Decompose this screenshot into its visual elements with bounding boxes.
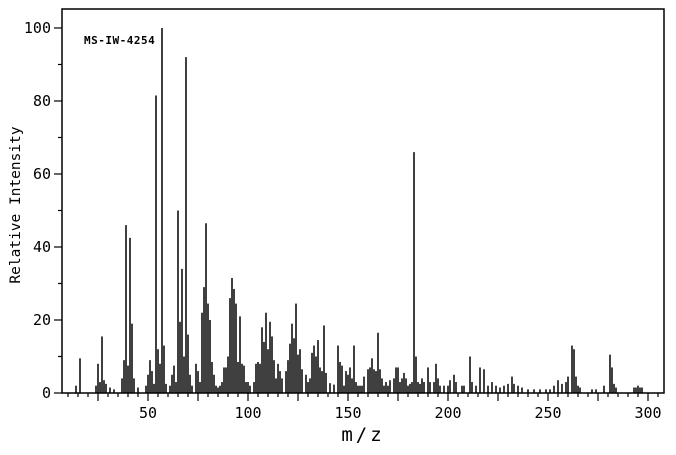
y-tick-label: 100 xyxy=(24,19,51,37)
x-tick-label: 300 xyxy=(634,404,661,422)
x-tick-label: 50 xyxy=(139,404,157,422)
plot-frame xyxy=(61,8,665,394)
x-tick-label: 150 xyxy=(334,404,361,422)
x-tick-label: 100 xyxy=(234,404,261,422)
y-tick-label: 80 xyxy=(33,92,51,110)
x-tick-label: 200 xyxy=(434,404,461,422)
x-axis-title: m/z xyxy=(341,424,385,446)
y-tick-label: 60 xyxy=(33,165,51,183)
y-axis-title: Relative Intensity xyxy=(8,126,24,284)
y-tick-label: 20 xyxy=(33,311,51,329)
y-tick-label: 40 xyxy=(33,238,51,256)
y-tick-label: 0 xyxy=(42,384,51,402)
series-label: MS-IW-4254 xyxy=(84,34,156,47)
x-tick-label: 250 xyxy=(534,404,561,422)
